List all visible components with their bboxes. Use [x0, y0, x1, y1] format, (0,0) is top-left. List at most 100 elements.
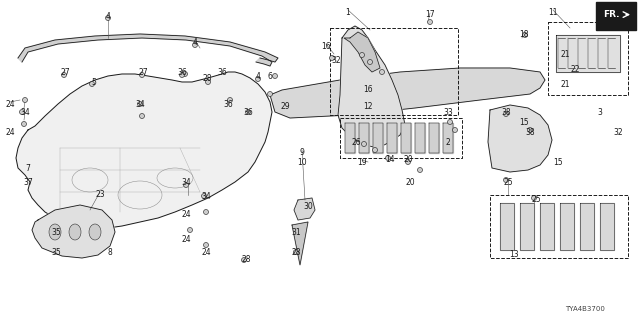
Circle shape [204, 210, 209, 214]
Text: 28: 28 [241, 255, 251, 264]
Text: 27: 27 [138, 68, 148, 77]
Circle shape [360, 52, 365, 58]
Ellipse shape [89, 224, 101, 240]
Text: 6: 6 [268, 72, 273, 81]
Polygon shape [443, 123, 453, 153]
Text: 21: 21 [560, 50, 570, 59]
Polygon shape [540, 203, 554, 250]
Circle shape [227, 98, 232, 102]
Text: 23: 23 [95, 190, 105, 199]
Text: 38: 38 [525, 128, 535, 137]
Text: 16: 16 [363, 85, 373, 94]
Polygon shape [488, 105, 552, 172]
Text: 11: 11 [548, 8, 557, 17]
Circle shape [188, 228, 193, 233]
Text: 25: 25 [531, 195, 541, 204]
Text: 13: 13 [509, 250, 519, 259]
Circle shape [246, 109, 250, 115]
Text: 20: 20 [403, 155, 413, 164]
Circle shape [273, 74, 278, 78]
Polygon shape [596, 2, 636, 30]
Polygon shape [500, 203, 514, 250]
Circle shape [527, 127, 532, 132]
Circle shape [140, 114, 145, 118]
Polygon shape [359, 123, 369, 153]
Circle shape [522, 33, 527, 37]
Text: 24: 24 [5, 100, 15, 109]
Circle shape [268, 92, 273, 97]
Polygon shape [16, 72, 272, 228]
Circle shape [406, 159, 410, 164]
Text: 33: 33 [443, 108, 453, 117]
Ellipse shape [49, 224, 61, 240]
Polygon shape [560, 203, 574, 250]
Circle shape [372, 148, 378, 153]
Text: 36: 36 [243, 108, 253, 117]
Text: 8: 8 [108, 248, 113, 257]
Text: 10: 10 [297, 158, 307, 167]
Polygon shape [270, 68, 545, 118]
Text: 2: 2 [445, 138, 451, 147]
Text: 24: 24 [181, 235, 191, 244]
Polygon shape [373, 123, 383, 153]
Text: 9: 9 [300, 148, 305, 157]
Circle shape [138, 101, 143, 107]
Polygon shape [18, 34, 278, 66]
Circle shape [504, 178, 509, 182]
Text: 22: 22 [570, 65, 580, 74]
Text: 20: 20 [405, 178, 415, 187]
Text: TYA4B3700: TYA4B3700 [565, 306, 605, 312]
Text: 4: 4 [255, 72, 260, 81]
Circle shape [204, 243, 209, 247]
Text: 14: 14 [385, 155, 395, 164]
Text: 32: 32 [331, 56, 341, 65]
Text: 5: 5 [92, 78, 97, 87]
Text: 4: 4 [106, 12, 111, 21]
Circle shape [193, 43, 198, 47]
Circle shape [140, 73, 145, 77]
Circle shape [19, 109, 24, 115]
Text: 18: 18 [519, 30, 529, 39]
Circle shape [202, 194, 207, 198]
Circle shape [380, 69, 385, 75]
Text: 36: 36 [217, 68, 227, 77]
Text: 27: 27 [60, 68, 70, 77]
Text: 19: 19 [357, 158, 367, 167]
Text: 21: 21 [560, 80, 570, 89]
Text: 37: 37 [23, 178, 33, 187]
Polygon shape [415, 123, 425, 153]
Polygon shape [520, 203, 534, 250]
Text: 12: 12 [364, 102, 372, 111]
Text: 15: 15 [553, 158, 563, 167]
Polygon shape [556, 35, 620, 72]
Circle shape [294, 250, 298, 254]
Text: 36: 36 [223, 100, 233, 109]
Circle shape [205, 79, 211, 84]
Circle shape [179, 73, 184, 77]
Text: 38: 38 [501, 108, 511, 117]
Text: 35: 35 [51, 248, 61, 257]
Text: 17: 17 [425, 10, 435, 19]
Circle shape [447, 119, 452, 124]
Polygon shape [600, 203, 614, 250]
Circle shape [182, 71, 188, 76]
Circle shape [241, 258, 246, 262]
Text: 24: 24 [181, 210, 191, 219]
Polygon shape [580, 203, 594, 250]
Text: 24: 24 [201, 248, 211, 257]
Polygon shape [294, 198, 315, 220]
Polygon shape [292, 222, 308, 265]
Text: 1: 1 [346, 8, 350, 17]
Circle shape [184, 182, 189, 188]
Circle shape [22, 98, 28, 102]
Text: 7: 7 [26, 164, 31, 173]
Polygon shape [338, 26, 405, 148]
Text: 4: 4 [193, 38, 197, 47]
Circle shape [255, 76, 260, 82]
Text: FR.: FR. [603, 10, 620, 19]
Text: 28: 28 [291, 248, 301, 257]
Circle shape [22, 122, 26, 126]
Text: 35: 35 [51, 228, 61, 237]
Text: 15: 15 [519, 118, 529, 127]
Text: 34: 34 [181, 178, 191, 187]
